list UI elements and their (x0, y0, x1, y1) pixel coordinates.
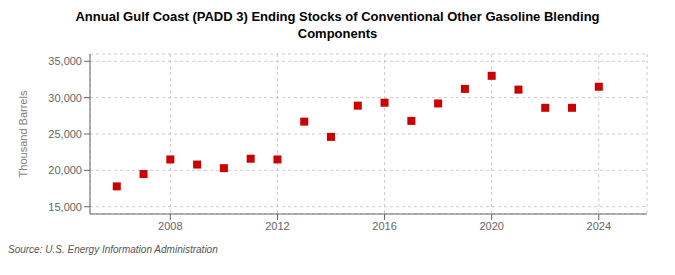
svg-text:2020: 2020 (479, 220, 503, 232)
svg-text:15,000: 15,000 (48, 201, 82, 213)
html-text:Components: Components (297, 26, 378, 41)
svg-text:2012: 2012 (265, 220, 289, 232)
svg-text:35,000: 35,000 (48, 55, 82, 67)
html-text:Source: U.S. Energy Informatio: Source: U.S. Energy Information Administ… (8, 244, 218, 255)
svg-text:2016: 2016 (372, 220, 396, 232)
svg-text:2008: 2008 (158, 220, 182, 232)
svg-text:2024: 2024 (587, 220, 611, 232)
svg-text:25,000: 25,000 (48, 128, 82, 140)
html-text:Annual Gulf Coast (PADD 3) End: Annual Gulf Coast (PADD 3) Ending Stocks… (75, 9, 600, 24)
svg-text:Thousand Barrels: Thousand Barrels (17, 90, 29, 177)
svg-text:30,000: 30,000 (48, 92, 82, 104)
svg-text:20,000: 20,000 (48, 164, 82, 176)
